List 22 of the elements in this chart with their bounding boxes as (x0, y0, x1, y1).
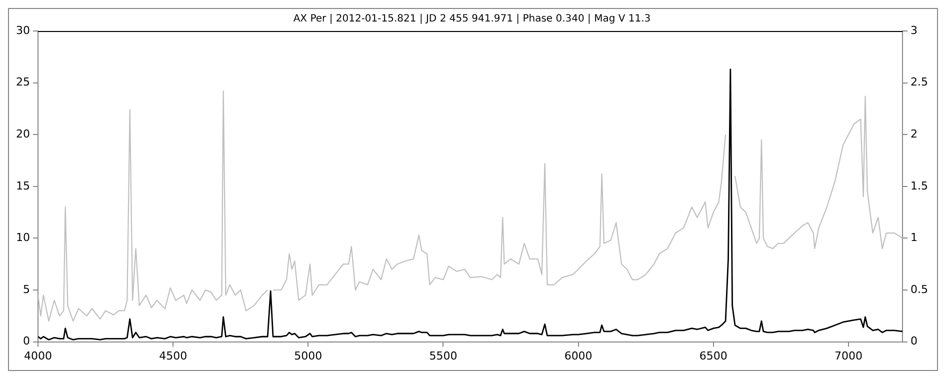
y2-tick-label: 0 (910, 334, 918, 348)
x-tick-label: 6500 (699, 349, 728, 362)
y2-tick-label: 2.5 (910, 76, 928, 89)
x-tick-label: 5500 (429, 349, 458, 362)
y2-tick-label: 2 (910, 127, 918, 140)
y-tick-label: 30 (16, 24, 30, 37)
y-tick-label: 15 (16, 179, 30, 192)
y-tick-label: 20 (16, 127, 30, 140)
chart-title: AX Per | 2012-01-15.821 | JD 2 455 941.971 | Phase 0.340 | Mag V 11.3 (293, 14, 651, 25)
x-tick-label: 4000 (24, 349, 52, 362)
x-tick-label: 6000 (564, 349, 592, 362)
y2-tick-label: 0.5 (910, 282, 928, 296)
x-tick-label: 5000 (294, 349, 322, 362)
y2-tick-label: 1 (910, 231, 918, 244)
y2-tick-label: 3 (910, 24, 918, 37)
y-tick-label: 0 (22, 334, 30, 348)
y-tick-label: 25 (16, 76, 30, 89)
y2-tick-label: 1.5 (910, 179, 928, 192)
x-tick-label: 7000 (834, 349, 862, 362)
y-tick-label: 5 (22, 282, 30, 296)
x-tick-label: 4500 (159, 349, 188, 362)
y-tick-label: 10 (16, 231, 30, 244)
